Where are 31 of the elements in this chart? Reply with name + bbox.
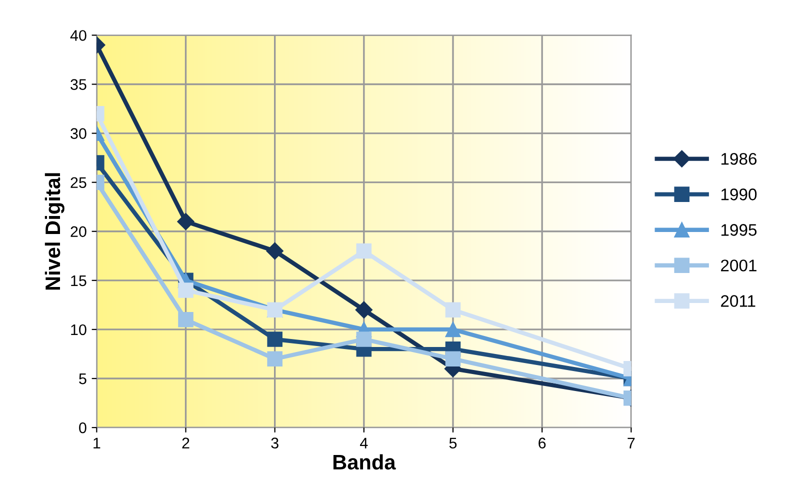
point xyxy=(267,351,282,367)
legend-label: 1995 xyxy=(721,224,757,236)
legend-label: 1990 xyxy=(721,188,757,200)
y-tick-label: 35 xyxy=(70,79,86,90)
point xyxy=(355,301,372,318)
y-tick-label: 10 xyxy=(71,324,86,336)
point xyxy=(445,351,461,367)
x-tick-label: 3 xyxy=(271,438,278,448)
y-tick-label: 15 xyxy=(71,275,86,286)
point xyxy=(356,332,372,347)
y-tick-label: 25 xyxy=(70,177,86,188)
point xyxy=(266,242,284,260)
y-tick-label: 20 xyxy=(70,226,86,238)
x-tick-label: 4 xyxy=(360,438,368,448)
y-axis-title: Nivel Digital xyxy=(44,173,64,290)
y-tick-label: 5 xyxy=(79,374,86,384)
x-tick-label: 7 xyxy=(628,438,635,448)
y-tick-label: 30 xyxy=(70,128,86,139)
y-tick-label: 40 xyxy=(70,30,86,41)
legend-label: 2001 xyxy=(721,260,756,272)
point xyxy=(445,302,461,318)
legend-label: 1986 xyxy=(721,152,757,165)
legend-label: 2011 xyxy=(721,295,756,307)
y-tick-label: 0 xyxy=(79,422,86,434)
x-tick-label: 6 xyxy=(538,438,546,448)
x-axis-title: Banda xyxy=(333,454,396,470)
x-tick-label: 2 xyxy=(182,438,190,448)
point xyxy=(267,332,282,347)
x-tick-label: 1 xyxy=(94,438,100,448)
x-tick-label: 5 xyxy=(449,438,457,448)
point xyxy=(356,243,372,259)
